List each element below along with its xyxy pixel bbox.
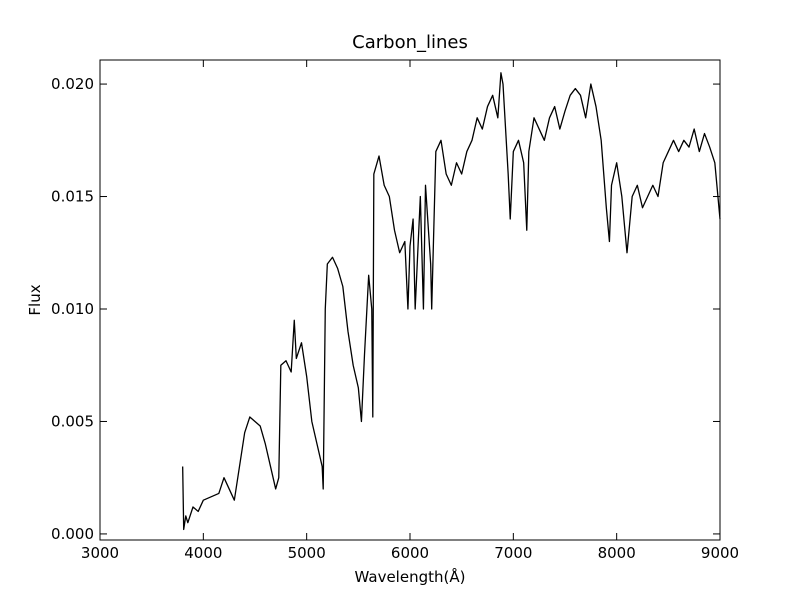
x-tick-label: 5000 <box>288 544 326 562</box>
y-tick-label: 0.000 <box>51 525 94 543</box>
x-tick-label: 4000 <box>184 544 222 562</box>
x-tick-label: 9000 <box>701 544 739 562</box>
y-axis-label: Flux <box>26 284 44 315</box>
x-tick-label: 7000 <box>494 544 532 562</box>
y-tick-label: 0.005 <box>51 412 94 430</box>
spectrum-line <box>182 72 721 531</box>
x-tick-label: 8000 <box>598 544 636 562</box>
y-tick-label: 0.010 <box>51 300 94 318</box>
y-tick-label: 0.015 <box>51 188 94 206</box>
y-tick-label: 0.020 <box>51 75 94 93</box>
x-tick-label: 3000 <box>81 544 119 562</box>
chart-title: Carbon_lines <box>352 32 468 53</box>
x-axis-label: Wavelength(Å) <box>355 567 466 586</box>
x-tick-label: 6000 <box>391 544 429 562</box>
